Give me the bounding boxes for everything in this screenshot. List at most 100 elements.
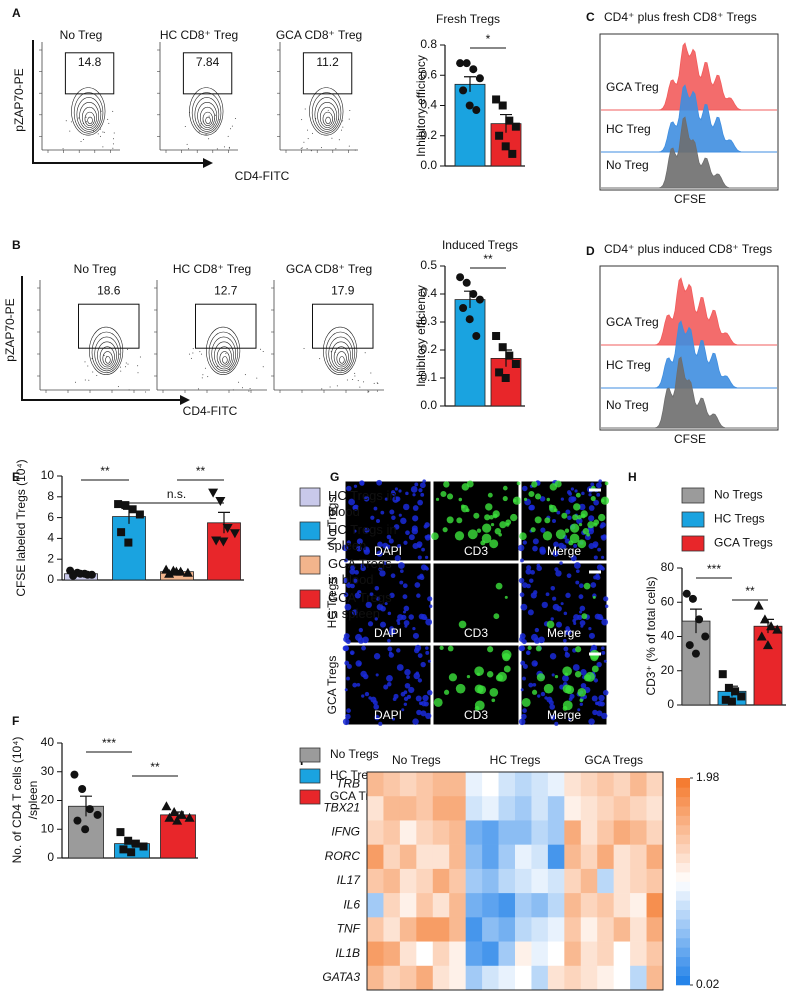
nucleus <box>536 563 541 568</box>
nucleus <box>581 491 585 496</box>
nucleus <box>545 592 550 597</box>
event-dot <box>118 353 120 355</box>
event-dot <box>307 138 309 140</box>
nucleus <box>601 618 609 626</box>
data-point <box>737 692 746 701</box>
cd3-signal <box>543 683 554 694</box>
heatmap-cell <box>564 917 582 942</box>
data-point <box>459 304 468 312</box>
legend-swatch <box>299 589 321 609</box>
heatmap-cell <box>482 820 499 845</box>
flow-title: HC CD8⁺ Treg <box>173 262 251 276</box>
heatmap-cell <box>630 844 647 870</box>
nucleus <box>370 515 375 520</box>
heatmap-cell <box>465 965 483 991</box>
nucleus <box>403 605 410 612</box>
data-point <box>682 589 691 598</box>
cd3-signal <box>569 533 580 544</box>
nucleus <box>596 661 602 668</box>
data-point <box>472 106 481 115</box>
cd3-signal <box>433 697 443 707</box>
heatmap-cell <box>564 844 582 870</box>
data-point <box>759 614 770 624</box>
nucleus <box>604 604 609 609</box>
cd3-signal <box>546 497 551 502</box>
y-tick-label: 0.3 <box>420 314 437 328</box>
event-dot <box>244 374 246 376</box>
heatmap-cell <box>416 772 434 797</box>
heatmap-cell <box>383 844 401 870</box>
event-dot <box>102 146 104 148</box>
nucleus <box>564 652 571 658</box>
flow-title: HC CD8⁺ Treg <box>160 28 238 42</box>
event-dot <box>100 110 102 112</box>
contour <box>76 97 102 132</box>
event-dot <box>338 118 340 120</box>
nucleus <box>591 695 598 702</box>
y-tick-label: 0.0 <box>420 158 437 172</box>
nucleus <box>522 485 528 492</box>
nucleus <box>344 660 350 666</box>
heatmap-cell <box>613 965 631 991</box>
panel-label: C <box>586 10 595 24</box>
data-point <box>222 524 233 533</box>
contour <box>199 106 215 128</box>
heatmap-cell <box>613 917 631 942</box>
heatmap-cell <box>613 772 631 797</box>
nucleus <box>577 708 581 712</box>
y-axis-label: pZAP70-PE <box>3 298 17 361</box>
legend-label: HC Tregs <box>714 512 765 526</box>
cd3-signal <box>477 685 487 695</box>
nucleus <box>349 568 356 575</box>
nucleus <box>401 708 405 712</box>
data-point <box>724 683 733 692</box>
event-dot <box>368 391 370 393</box>
data-point <box>505 351 514 360</box>
contour <box>322 111 333 127</box>
nucleus <box>373 653 381 660</box>
nucleus <box>393 524 400 530</box>
heatmap-cell <box>580 917 598 942</box>
nucleus <box>569 693 575 699</box>
event-dot <box>215 114 217 116</box>
nucleus <box>363 496 370 502</box>
heatmap-cell <box>383 820 401 845</box>
nucleus <box>412 627 416 631</box>
event-dot <box>218 361 220 363</box>
colorbar-step <box>676 919 690 929</box>
event-dot <box>125 366 127 368</box>
cd3-signal <box>593 522 598 527</box>
nucleus <box>363 548 371 555</box>
nucleus <box>571 496 577 502</box>
heatmap-cell <box>416 844 434 870</box>
heatmap-cell <box>630 893 647 918</box>
contour <box>99 346 115 368</box>
cd3-signal <box>446 493 454 500</box>
cd3-signal <box>458 620 467 629</box>
nucleus <box>377 541 383 548</box>
contour <box>331 341 351 370</box>
colorbar-step <box>676 909 690 920</box>
heatmap-cell <box>399 796 417 821</box>
colorbar-step <box>676 947 690 958</box>
event-dot <box>102 131 104 133</box>
event-dot <box>216 148 218 150</box>
nucleus <box>420 661 426 668</box>
nucleus <box>408 686 415 694</box>
colorbar-step <box>676 787 690 798</box>
heatmap-cell <box>597 820 614 845</box>
nucleus <box>579 702 584 706</box>
colorbar-step <box>676 815 690 826</box>
data-point <box>495 368 504 377</box>
event-dot <box>228 147 230 149</box>
data-point <box>469 65 478 74</box>
data-point <box>462 59 471 68</box>
channel-label: Merge <box>547 708 581 722</box>
heatmap-cell <box>531 820 549 845</box>
event-dot <box>201 377 203 379</box>
nucleus <box>386 674 393 682</box>
y-tick-label: 10 <box>41 468 55 482</box>
y-tick-label: 4 <box>47 531 54 545</box>
cd3-signal <box>466 480 474 488</box>
heatmap-cell <box>449 917 466 942</box>
